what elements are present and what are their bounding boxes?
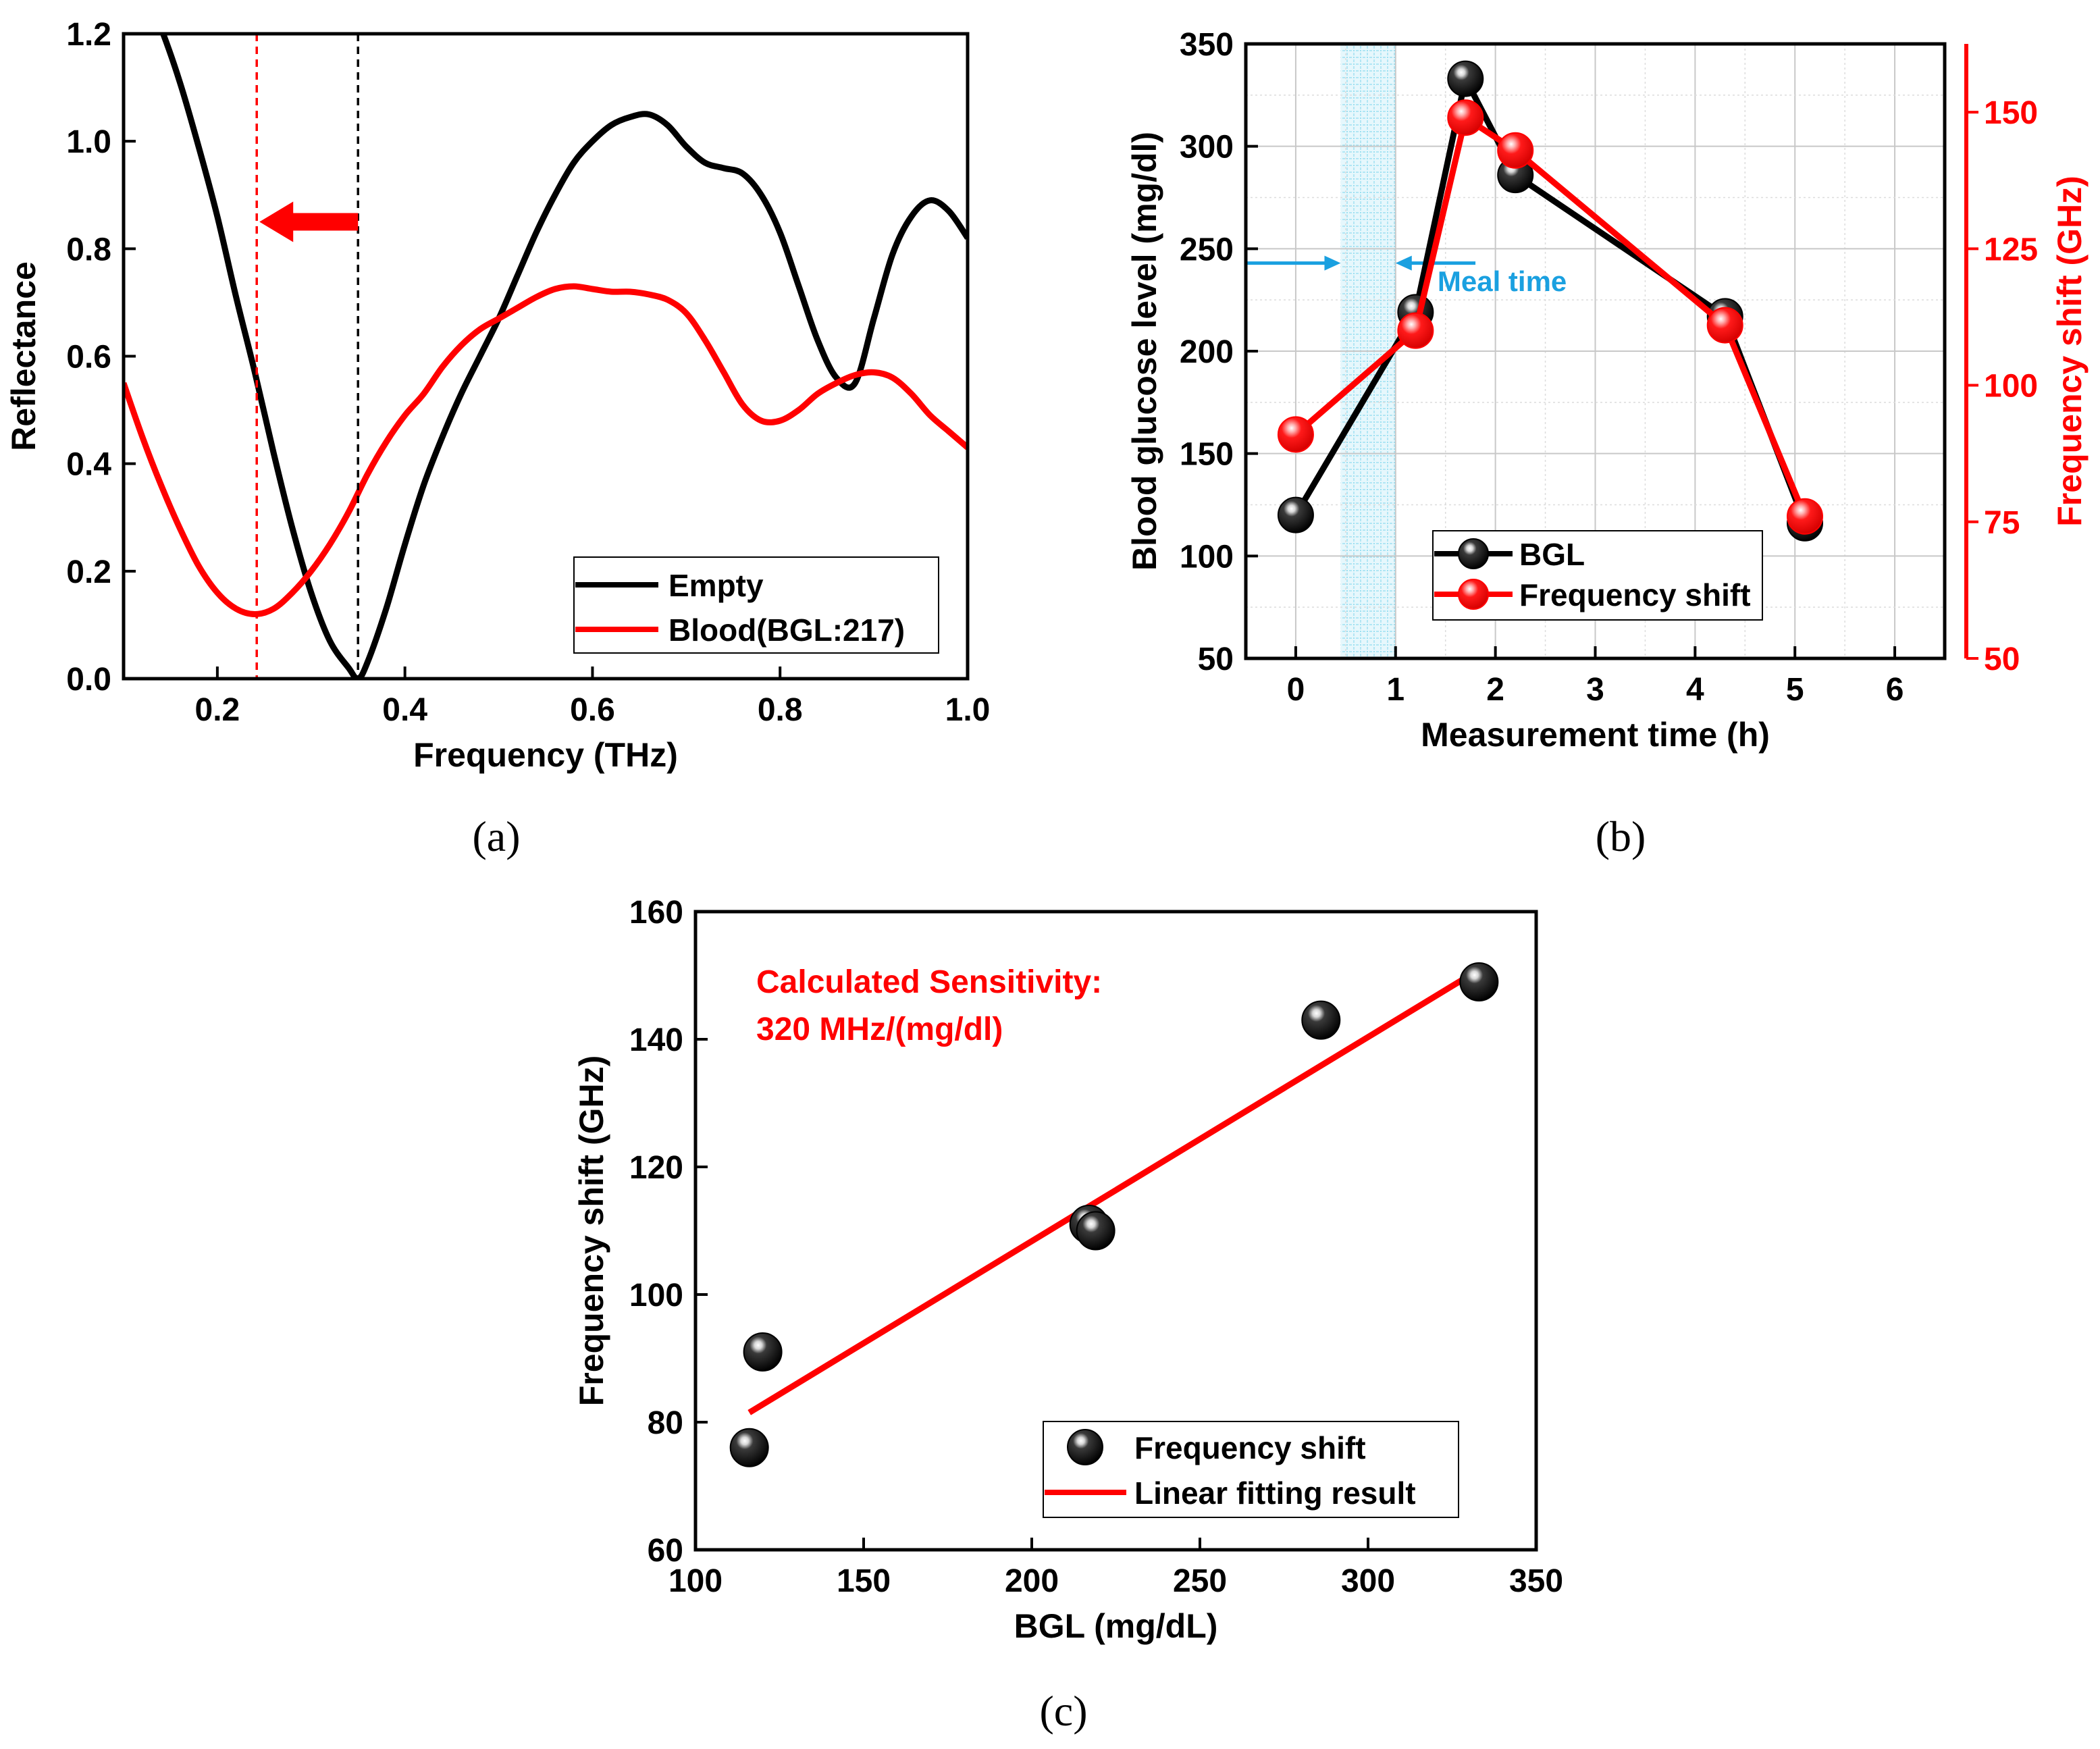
chart-b-y-tick-label: 50 bbox=[1198, 642, 1234, 677]
chart-a-x-axis-label: Frequency (THz) bbox=[413, 736, 678, 774]
chart-b-y-axis-label: Blood glucose level (mg/dl) bbox=[1126, 132, 1163, 571]
chart-b-freq-point bbox=[1447, 99, 1484, 136]
chart-a: 0.2 0.4 0.6 0.8 1.0 0.0 0.2 0.4 0.6 0.8 1.0 1.2 Fre… bbox=[5, 17, 991, 860]
chart-b-legend: BGL Frequency shift bbox=[1432, 530, 1763, 621]
chart-c-x-tick-label: 300 bbox=[1341, 1563, 1395, 1599]
chart-c-data-point bbox=[1301, 1000, 1341, 1040]
chart-b-x-tick-label: 4 bbox=[1686, 672, 1704, 708]
chart-c-y-tick-label: 80 bbox=[648, 1405, 683, 1441]
chart-b-freq-point bbox=[1787, 498, 1823, 535]
chart-b-x-tick-label: 1 bbox=[1386, 672, 1405, 708]
chart-c: 100 150 200 250 300 350 60 80 100 120 140 160 Calcu… bbox=[573, 895, 1563, 1735]
chart-c-x-tick-label: 350 bbox=[1509, 1563, 1563, 1599]
chart-c-data-point bbox=[743, 1332, 783, 1372]
chart-a-legend-blood-label: Blood(BGL:217) bbox=[668, 612, 905, 648]
chart-b-y2-tick-label: 125 bbox=[1984, 232, 2038, 267]
chart-c-y-tick-label: 140 bbox=[629, 1022, 683, 1058]
chart-b-x-tick-label: 5 bbox=[1786, 672, 1804, 708]
chart-a-y-tick-label: 1.2 bbox=[66, 17, 111, 53]
chart-b-legend-freq-label: Frequency shift bbox=[1519, 577, 1751, 612]
chart-c-y-tick-label: 100 bbox=[629, 1278, 683, 1313]
chart-a-y-tick-label: 1.0 bbox=[66, 124, 111, 160]
chart-b-y-tick-label: 300 bbox=[1180, 130, 1234, 165]
chart-c-legend-points-label: Frequency shift bbox=[1134, 1430, 1366, 1465]
chart-a-y-axis-label: Reflectance bbox=[5, 261, 43, 451]
chart-b-y2-tick-label: 75 bbox=[1984, 505, 2020, 541]
chart-c-x-tick-label: 250 bbox=[1173, 1563, 1227, 1599]
chart-a-y-tick-label: 0.8 bbox=[66, 232, 111, 267]
chart-b-meal-arrow-head bbox=[1395, 255, 1412, 271]
chart-c-sensitivity-value: 320 MHz/(mg/dl) bbox=[756, 1012, 1003, 1047]
chart-c-caption: (c) bbox=[1039, 1687, 1087, 1735]
chart-a-x-tick-label: 0.6 bbox=[570, 692, 615, 728]
chart-c-y-tick-label: 60 bbox=[648, 1533, 683, 1569]
chart-a-y-tick-label: 0.6 bbox=[66, 340, 111, 375]
chart-a-plot-area bbox=[124, 34, 968, 679]
chart-c-y-tick-label: 160 bbox=[629, 895, 683, 931]
chart-c-x-axis-label: BGL (mg/dL) bbox=[1014, 1607, 1218, 1645]
chart-a-y-tick-label: 0.4 bbox=[66, 447, 111, 483]
chart-b-x-tick-label: 2 bbox=[1486, 672, 1504, 708]
chart-c-legend-box bbox=[1043, 1421, 1459, 1518]
chart-b-y-tick-label: 200 bbox=[1180, 334, 1234, 370]
chart-b-y-tick-label: 150 bbox=[1180, 437, 1234, 473]
chart-b-legend-bgl-marker bbox=[1458, 538, 1489, 569]
chart-c-data-point bbox=[1076, 1211, 1115, 1251]
chart-b-y-tick-label: 250 bbox=[1180, 232, 1234, 267]
chart-b-meal-arrow-head bbox=[1324, 255, 1341, 271]
chart-b-y-tick-label: 100 bbox=[1180, 539, 1234, 575]
chart-c-data-point bbox=[1459, 962, 1499, 1001]
chart-b-plot-area bbox=[1246, 60, 1823, 542]
chart-c-sensitivity-title: Calculated Sensitivity: bbox=[756, 964, 1102, 1000]
chart-c-frame bbox=[693, 910, 1538, 1552]
chart-b-freq-point bbox=[1497, 132, 1534, 169]
chart-b-y2-axis-label: Frequency shift (GHz) bbox=[2051, 176, 2089, 526]
chart-b-grid bbox=[1246, 43, 1945, 659]
chart-a-legend-empty-label: Empty bbox=[668, 568, 764, 603]
chart-c-legend-fit-label: Linear fitting result bbox=[1134, 1476, 1416, 1511]
chart-c-legend: Frequency shift Linear fitting result bbox=[1043, 1421, 1459, 1518]
chart-b-bgl-point bbox=[1277, 496, 1314, 533]
chart-c-y-axis-label: Frequency shift (GHz) bbox=[573, 1055, 610, 1406]
chart-a-caption: (a) bbox=[472, 812, 520, 860]
chart-a-y-tick-label: 0.0 bbox=[66, 662, 111, 698]
chart-a-x-tick-label: 1.0 bbox=[945, 692, 991, 728]
chart-b-y2-tick-label: 50 bbox=[1984, 642, 2020, 677]
chart-b-freq-point bbox=[1277, 416, 1314, 453]
chart-a-series-empty-line bbox=[159, 34, 968, 679]
chart-b-x-axis-label: Measurement time (h) bbox=[1421, 716, 1770, 754]
chart-b-x-tick-label: 6 bbox=[1886, 672, 1904, 708]
chart-c-x-tick-label: 100 bbox=[668, 1563, 723, 1599]
chart-b-legend-box bbox=[1432, 530, 1763, 621]
chart-c-x-tick-label: 200 bbox=[1005, 1563, 1059, 1599]
chart-c-plot-area bbox=[729, 962, 1499, 1467]
chart-c-y-tick-label: 120 bbox=[629, 1150, 683, 1186]
chart-a-x-tick-label: 0.8 bbox=[758, 692, 803, 728]
chart-c-fit-line bbox=[747, 967, 1481, 1415]
chart-b-meal-time-label: Meal time bbox=[1438, 265, 1567, 297]
chart-c-legend-points-marker bbox=[1067, 1429, 1103, 1465]
chart-b-y2-tick-label: 150 bbox=[1984, 95, 2038, 131]
chart-b-caption: (b) bbox=[1596, 812, 1646, 860]
chart-a-x-tick-label: 0.2 bbox=[195, 692, 240, 728]
chart-b-y2-tick-label: 100 bbox=[1984, 369, 2038, 404]
chart-b-x-tick-label: 3 bbox=[1586, 672, 1604, 708]
chart-a-shift-arrow-head bbox=[259, 201, 294, 242]
chart-a-x-tick-label: 0.4 bbox=[382, 692, 427, 728]
chart-b: 0 1 2 3 4 5 6 50 100 150 200 250 300 350 50 75 100 125 150… bbox=[1126, 27, 2089, 860]
chart-a-legend-box bbox=[573, 556, 939, 654]
chart-a-legend: Empty Blood(BGL:217) bbox=[573, 556, 939, 654]
chart-b-legend-bgl-label: BGL bbox=[1519, 537, 1585, 572]
chart-c-x-tick-label: 150 bbox=[837, 1563, 891, 1599]
chart-b-bgl-point bbox=[1447, 60, 1484, 97]
chart-a-y-tick-label: 0.2 bbox=[66, 554, 111, 590]
chart-b-series-freq-line bbox=[1293, 114, 1808, 518]
chart-b-x-tick-label: 0 bbox=[1287, 672, 1305, 708]
chart-b-freq-point bbox=[1397, 312, 1434, 349]
chart-b-y-tick-label: 350 bbox=[1180, 27, 1234, 63]
chart-c-data-point bbox=[729, 1428, 769, 1467]
chart-b-legend-freq-marker bbox=[1458, 579, 1489, 610]
chart-b-freq-point bbox=[1706, 307, 1743, 344]
